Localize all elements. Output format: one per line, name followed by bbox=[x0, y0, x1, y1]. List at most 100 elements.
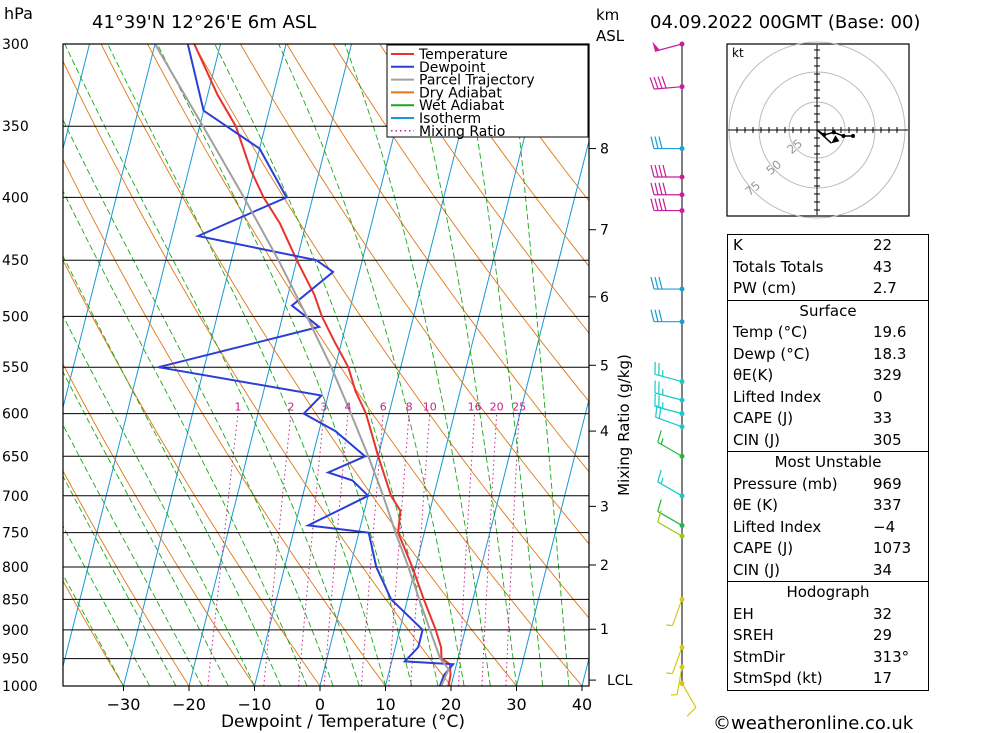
wet-adiabat-line bbox=[63, 424, 203, 686]
legend-entry: Wet Adiabat bbox=[419, 98, 505, 114]
stat-value: 17 bbox=[873, 669, 893, 687]
hodograph-point bbox=[831, 130, 836, 135]
pressure-tick-label: 750 bbox=[2, 526, 29, 542]
temp-tick-label: 30 bbox=[506, 695, 526, 714]
mixing-ratio-line bbox=[298, 413, 325, 686]
mixing-ratio-line bbox=[323, 413, 349, 686]
wind-barb-feather bbox=[658, 198, 663, 211]
isotherm-line bbox=[123, 44, 287, 686]
km-tick-label: 3 bbox=[600, 499, 609, 515]
pressure-tick-label: 700 bbox=[2, 489, 29, 505]
mixing-ratio-axis-title: Mixing Ratio (g/kg) bbox=[615, 354, 633, 496]
dry-adiabat-line bbox=[983, 44, 1000, 686]
wind-barb-feather bbox=[654, 164, 659, 178]
stat-value: 0 bbox=[873, 387, 883, 406]
wind-barb-shaft bbox=[657, 510, 683, 526]
stat-label: θE (K) bbox=[733, 496, 778, 514]
mixing-ratio-line bbox=[458, 413, 476, 686]
wind-barb-feather bbox=[658, 406, 662, 419]
stat-row: Lifted Index −4 bbox=[728, 517, 928, 539]
wind-barb-feather bbox=[655, 404, 658, 418]
wind-barb bbox=[650, 182, 685, 198]
stat-row: Pressure (mb) 969 bbox=[728, 474, 928, 496]
wind-barb-feather bbox=[654, 182, 659, 195]
mixing-ratio-label: 1 bbox=[234, 401, 241, 414]
wind-barb-half-feather bbox=[660, 438, 664, 445]
wind-barb-feather bbox=[650, 164, 655, 178]
wet-adiabat-line bbox=[107, 44, 386, 686]
storm-motion-vector bbox=[816, 129, 832, 144]
stat-value: 2.7 bbox=[873, 279, 897, 297]
wind-barb-feather bbox=[653, 76, 659, 89]
legend-entry: Dry Adiabat bbox=[419, 85, 502, 101]
stat-row: Temp (°C) 19.6 bbox=[728, 322, 928, 344]
km-tick-label: 5 bbox=[600, 358, 609, 374]
wind-level-dot bbox=[679, 680, 685, 686]
stat-label: CIN (J) bbox=[733, 430, 781, 449]
stat-row: SREH 29 bbox=[728, 625, 928, 647]
wind-barb bbox=[666, 596, 685, 627]
mixing-ratio-label: 10 bbox=[423, 401, 437, 414]
wet-adiabat-line bbox=[63, 573, 124, 686]
km-tick-label: 4 bbox=[600, 424, 609, 440]
dry-adiabat-line bbox=[63, 470, 190, 686]
wind-barb-shaft bbox=[657, 521, 683, 537]
date-title: 04.09.2022 00GMT (Base: 00) bbox=[650, 12, 920, 33]
wind-barb bbox=[666, 644, 685, 675]
surface-header: Surface bbox=[799, 301, 857, 320]
temp-tick-label: −20 bbox=[172, 695, 206, 714]
wind-barb-feather bbox=[658, 164, 663, 178]
mixing-ratio-line bbox=[481, 413, 498, 686]
wind-level-dot bbox=[679, 644, 685, 650]
stat-value: 18.3 bbox=[873, 344, 907, 363]
wet-adiabat-line bbox=[344, 44, 491, 686]
hodograph-point bbox=[851, 134, 855, 138]
temp-tick-label: −30 bbox=[107, 695, 141, 714]
wind-level-dot bbox=[679, 146, 685, 152]
wind-barb-shaft bbox=[671, 647, 683, 674]
wind-barb bbox=[650, 309, 685, 325]
mixing-ratio-line bbox=[207, 413, 239, 686]
wind-barb-feather bbox=[650, 136, 655, 149]
wind-barb-half-feather bbox=[666, 672, 673, 675]
stat-row: θE(K) 329 bbox=[728, 365, 928, 387]
stat-value: 313° bbox=[873, 647, 910, 666]
isotherm-line bbox=[254, 44, 418, 686]
wind-level-dot bbox=[679, 664, 685, 670]
stat-label: EH bbox=[733, 604, 754, 623]
stat-label: PW (cm) bbox=[733, 279, 797, 297]
temp-tick-label: 10 bbox=[375, 695, 395, 714]
stat-value: 29 bbox=[873, 626, 893, 644]
isotherm-line bbox=[63, 44, 222, 669]
wind-barb-feather bbox=[650, 276, 655, 290]
mixing-ratio-label: 2 bbox=[287, 401, 294, 414]
hodograph-point bbox=[841, 134, 846, 138]
wind-barb-feather bbox=[657, 499, 662, 512]
wind-barb-feather bbox=[658, 276, 663, 290]
stat-label: Lifted Index bbox=[733, 387, 822, 406]
wind-barb-shaft bbox=[671, 599, 683, 626]
wet-adiabat-line bbox=[63, 370, 229, 686]
stat-value: 329 bbox=[873, 366, 902, 384]
wind-level-dot bbox=[679, 533, 685, 539]
pressure-tick-label: 300 bbox=[2, 37, 29, 53]
wind-barb bbox=[654, 361, 685, 385]
isotherm-line bbox=[385, 44, 549, 686]
most-unstable-header: Most Unstable bbox=[774, 453, 882, 471]
stat-row: Dewp (°C) 18.3 bbox=[728, 344, 928, 366]
stat-value: 22 bbox=[873, 236, 893, 254]
stat-label: CIN (J) bbox=[733, 560, 781, 579]
hodograph-header: Hodograph bbox=[786, 583, 870, 601]
legend-entry: Temperature bbox=[418, 47, 508, 63]
wind-barb-feather bbox=[650, 198, 655, 211]
legend-entry: Dewpoint bbox=[419, 60, 486, 76]
dry-adiabat-line bbox=[379, 44, 589, 334]
temp-tick-label: 40 bbox=[572, 695, 592, 714]
pressure-tick-label: 600 bbox=[2, 407, 29, 423]
wind-barb-feather bbox=[654, 276, 659, 290]
wind-barb-feather bbox=[650, 182, 655, 195]
km-tick-label: 7 bbox=[600, 223, 609, 239]
temp-tick-label: 0 bbox=[315, 695, 325, 714]
location-title: 41°39'N 12°26'E 6m ASL bbox=[92, 12, 316, 33]
stat-label: Pressure (mb) bbox=[733, 474, 838, 493]
